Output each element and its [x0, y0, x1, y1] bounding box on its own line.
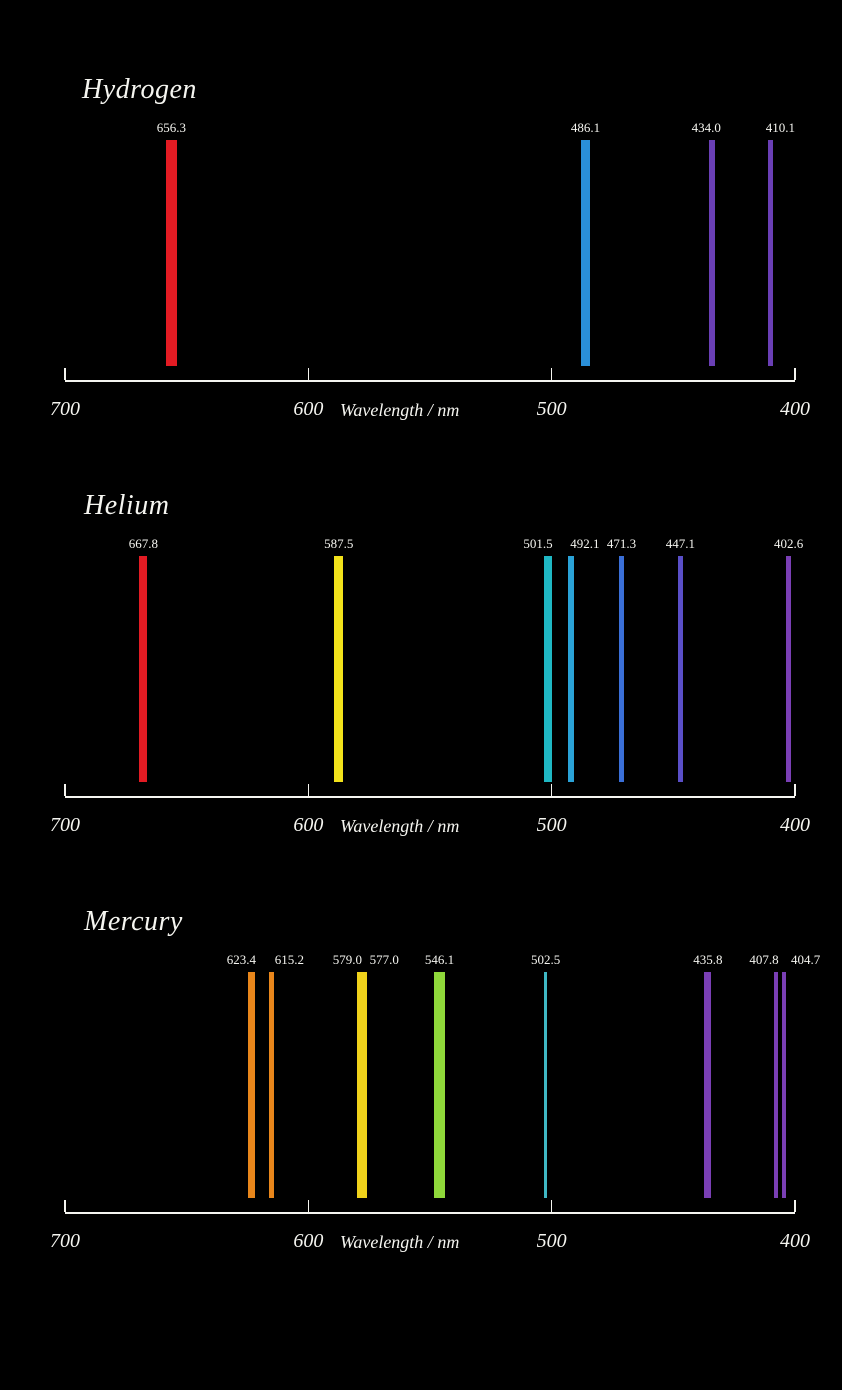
spectral-line [139, 556, 147, 782]
spectral-line-label: 667.8 [129, 536, 158, 552]
spectral-line [709, 140, 715, 366]
spectral-line [704, 972, 711, 1198]
axis-tick [64, 784, 66, 796]
spectral-line-label: 402.6 [774, 536, 803, 552]
axis-tick [308, 784, 310, 796]
element-title-mercury: Mercury [84, 906, 183, 938]
spectral-line [362, 972, 367, 1198]
spectral-line-label: 447.1 [666, 536, 695, 552]
axis-tick [551, 784, 553, 796]
spectral-line [678, 556, 683, 782]
axis-tick [551, 368, 553, 380]
spectral-line [544, 556, 552, 782]
axis-tick-label: 700 [50, 814, 80, 837]
spectral-line-label: 404.7 [791, 952, 820, 968]
axis-tick-label: 500 [537, 1230, 567, 1253]
axis-tick-label: 500 [537, 814, 567, 837]
spectral-line-label: 615.2 [275, 952, 304, 968]
axis-tick-label: 600 [293, 814, 323, 837]
spectral-line-label: 656.3 [157, 120, 186, 136]
spectral-line [568, 556, 574, 782]
spectral-line-label: 501.5 [523, 536, 552, 552]
axis-tick [308, 368, 310, 380]
spectral-line [768, 140, 773, 366]
x-axis [65, 1212, 795, 1214]
axis-tick-label: 600 [293, 398, 323, 421]
spectral-line-label: 546.1 [425, 952, 454, 968]
axis-title: Wavelength / nm [340, 400, 459, 421]
spectral-line-label: 587.5 [324, 536, 353, 552]
spectral-line-label: 502.5 [531, 952, 560, 968]
spectral-line [434, 972, 445, 1198]
spectral-line-label: 486.1 [571, 120, 600, 136]
x-axis [65, 796, 795, 798]
axis-tick-label: 500 [537, 398, 567, 421]
x-axis [65, 380, 795, 382]
spectral-line [581, 140, 590, 366]
element-title-hydrogen: Hydrogen [82, 74, 197, 106]
axis-tick [794, 784, 796, 796]
axis-tick-label: 700 [50, 398, 80, 421]
axis-tick [64, 368, 66, 380]
spectral-line-label: 434.0 [692, 120, 721, 136]
axis-title: Wavelength / nm [340, 816, 459, 837]
spectral-line-label: 435.8 [693, 952, 722, 968]
element-title-helium: Helium [84, 490, 169, 522]
axis-tick-label: 400 [780, 398, 810, 421]
spectral-line [166, 140, 177, 366]
axis-tick-label: 700 [50, 1230, 80, 1253]
spectral-line [774, 972, 778, 1198]
emission-spectra-figure: Hydrogen 656.3 486.1 434.0 410.1 700 600 500 400… [0, 0, 842, 1390]
spectral-line-label: 623.4 [227, 952, 256, 968]
spectral-line [544, 972, 547, 1198]
axis-tick [64, 1200, 66, 1212]
spectral-line-label: 492.1 [570, 536, 599, 552]
spectral-line-label: 579.0 [333, 952, 362, 968]
spectral-line-label: 577.0 [370, 952, 399, 968]
spectral-line [786, 556, 791, 782]
axis-tick-label: 600 [293, 1230, 323, 1253]
spectral-line [334, 556, 343, 782]
axis-tick [794, 1200, 796, 1212]
axis-tick-label: 400 [780, 814, 810, 837]
spectral-line-label: 410.1 [766, 120, 795, 136]
spectral-line-label: 471.3 [607, 536, 636, 552]
spectral-line [269, 972, 274, 1198]
axis-tick [794, 368, 796, 380]
spectral-line-label: 407.8 [749, 952, 778, 968]
spectral-line [248, 972, 255, 1198]
axis-title: Wavelength / nm [340, 1232, 459, 1253]
axis-tick-label: 400 [780, 1230, 810, 1253]
spectral-line [782, 972, 786, 1198]
spectral-line [619, 556, 624, 782]
axis-tick [308, 1200, 310, 1212]
axis-tick [551, 1200, 553, 1212]
